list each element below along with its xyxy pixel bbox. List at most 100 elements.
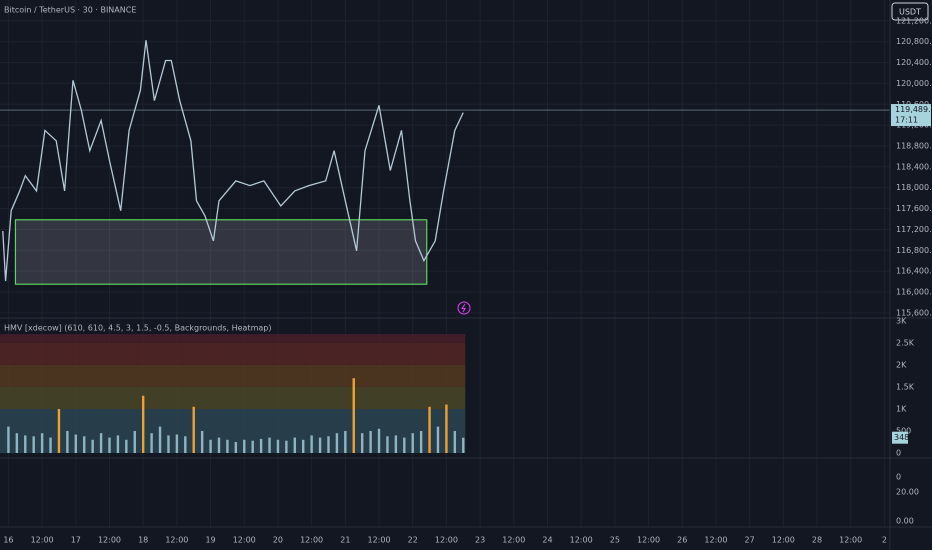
y-tick-label: 1K: [896, 404, 907, 413]
y-tick-label: 0: [896, 449, 901, 458]
volume-bar: [116, 435, 120, 454]
volume-bar: [108, 437, 111, 454]
volume-bar: [49, 437, 52, 454]
y-tick-label: 120,800.00: [896, 37, 932, 46]
heatmap-band: [0, 334, 466, 343]
volume-bar: [209, 439, 212, 454]
volume-bar: [175, 434, 179, 454]
currency-button[interactable]: [891, 2, 929, 21]
x-tick-label: 12:00: [233, 536, 256, 545]
volume-bar: [226, 439, 229, 454]
x-tick-label: 27: [745, 536, 755, 545]
volume-bar: [445, 404, 448, 454]
volume-bar: [386, 436, 389, 454]
pane3-label: 0.00: [896, 517, 914, 526]
x-tick-label: 12:00: [704, 536, 727, 545]
volume-bar: [327, 436, 330, 454]
x-tick-label: 28: [812, 536, 822, 545]
price-line: [2, 40, 464, 282]
x-tick-label: 12:00: [435, 536, 458, 545]
volume-bar: [141, 395, 145, 454]
x-tick-label: 18: [138, 536, 148, 545]
volume-bar: [419, 430, 423, 454]
y-tick-label: 2K: [896, 360, 907, 369]
volume-bar: [83, 436, 86, 454]
alert-icon-bolt: [461, 303, 466, 313]
volume-bar: [344, 430, 347, 454]
volume-bar: [411, 433, 414, 454]
chart-title: Bitcoin / TetherUS · 30 · BINANCE: [4, 6, 136, 15]
volume-bar: [125, 439, 128, 454]
volume-bar: [133, 430, 136, 454]
plot-layer: [0, 0, 890, 527]
x-tick-label: 12:00: [502, 536, 525, 545]
volume-bar: [394, 435, 398, 454]
x-tick-label: 12:00: [367, 536, 390, 545]
volume-bar: [462, 437, 465, 454]
y-tick-label: 116,000.00: [896, 288, 932, 297]
volume-bar: [453, 430, 457, 454]
x-tick-label: 19: [205, 536, 215, 545]
volume-bar: [285, 440, 288, 454]
volume-bar: [268, 437, 271, 454]
volume-bar: [234, 442, 238, 454]
volume-bar: [184, 436, 187, 454]
volume-bar: [167, 435, 170, 454]
y-tick-label: 116,400.00: [896, 267, 932, 276]
x-tick-label: 2: [882, 536, 887, 545]
y-tick-label: 120,400.00: [896, 58, 932, 67]
x-tick-label: 12:00: [637, 536, 660, 545]
y-tick-label: 3K: [896, 316, 907, 325]
x-tick-label: 16: [3, 536, 13, 545]
countdown-label: 17:11: [895, 116, 918, 125]
volume-bar: [150, 433, 153, 454]
volume-bar: [158, 426, 162, 454]
y-tick-label: 121,200.00: [896, 16, 932, 25]
x-tick-label: 17: [71, 536, 81, 545]
volume-bar: [192, 406, 195, 454]
volume-bar: [310, 435, 313, 454]
volume-bar: [217, 437, 221, 454]
pane3-label: 0: [896, 473, 901, 482]
volume-bar: [403, 437, 406, 454]
y-tick-label: 117,600.00: [896, 204, 932, 213]
volume-bar: [57, 408, 61, 454]
x-tick-label: 12:00: [570, 536, 593, 545]
last-volume-label: 348: [894, 433, 909, 442]
volume-bar: [335, 433, 339, 454]
y-tick-label: 2.5K: [896, 338, 915, 347]
volume-bar: [66, 430, 69, 454]
volume-bar: [200, 430, 204, 454]
alert-icon[interactable]: [457, 301, 471, 315]
x-tick-label: 12:00: [300, 536, 323, 545]
volume-bar: [259, 438, 263, 454]
indicator-title: HMV [xdecow] (610, 610, 4.5, 3, 1.5, -0.…: [4, 324, 271, 333]
x-tick-label: 12:00: [839, 536, 862, 545]
volume-bar: [243, 439, 246, 454]
volume-bar: [428, 406, 431, 454]
last-price-label: 119,489.75: [895, 105, 932, 114]
y-tick-label: 118,400.00: [896, 162, 932, 171]
heatmap-band: [0, 342, 466, 365]
x-tick-label: 12:00: [772, 536, 795, 545]
volume-bar: [74, 434, 78, 454]
y-tick-label: 116,800.00: [896, 246, 932, 255]
heatmap-band: [0, 386, 466, 409]
x-tick-label: 12:00: [31, 536, 54, 545]
volume-bar: [99, 433, 103, 454]
volume-bar: [251, 440, 254, 454]
x-tick-label: 21: [340, 536, 350, 545]
last-price-box: [891, 104, 931, 127]
x-tick-label: 24: [542, 536, 552, 545]
x-tick-label: 12:00: [165, 536, 188, 545]
y-tick-label: 118,800.00: [896, 142, 932, 151]
y-tick-label: 117,200.00: [896, 225, 932, 234]
pane3-label: 20.00: [896, 488, 919, 497]
currency-label: USDT: [899, 8, 921, 17]
y-tick-label: 120,000.00: [896, 79, 932, 88]
volume-bar: [15, 433, 19, 454]
volume-bar: [24, 435, 27, 454]
volume-bar: [91, 439, 94, 454]
